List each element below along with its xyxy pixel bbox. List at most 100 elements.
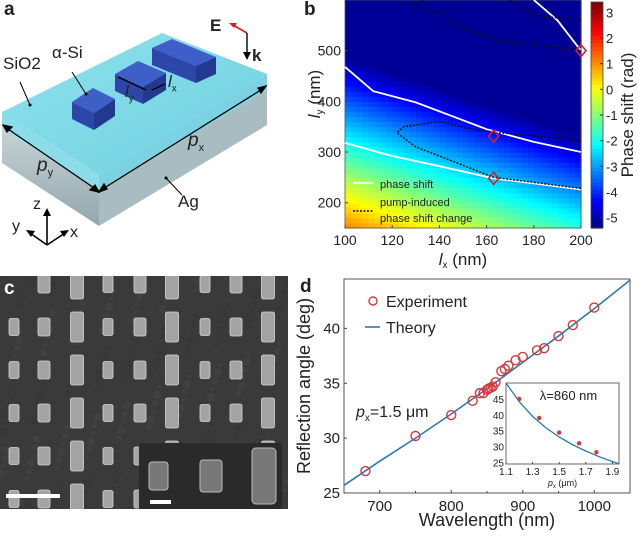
colorbar-segment	[591, 145, 603, 150]
heatmap-cell	[575, 146, 582, 153]
heatmap-cell	[415, 172, 423, 178]
heatmap-cell	[433, 157, 440, 163]
heatmap-cell	[504, 212, 511, 219]
heatmap-cell	[569, 101, 576, 107]
heatmap-cell	[362, 70, 370, 77]
heatmap-cell	[498, 192, 505, 199]
experiment-point	[539, 342, 550, 354]
heatmap-cell	[468, 131, 476, 138]
heatmap-cell	[350, 86, 358, 92]
experiment-point	[499, 363, 511, 375]
heatmap-cell	[480, 70, 488, 77]
heatmap-cell	[474, 70, 482, 77]
heatmap-cell	[439, 81, 446, 87]
heatmap-cell	[539, 91, 547, 97]
heatmap-cell	[539, 0, 547, 6]
heatmap-cell	[504, 20, 511, 26]
heatmap-cell	[545, 65, 553, 72]
heatmap-cell	[380, 101, 387, 107]
heatmap-cell	[563, 157, 570, 163]
heatmap-cell	[421, 60, 429, 67]
colorbar-segment	[591, 96, 603, 101]
heatmap-cell	[362, 177, 370, 183]
sem-grain	[25, 477, 29, 481]
heatmap-cell	[492, 106, 499, 113]
heatmap-cell	[451, 162, 458, 168]
heatmap-cell	[451, 5, 458, 11]
heatmap-cell	[563, 197, 570, 204]
heatmap-cell	[516, 91, 523, 97]
heatmap-cell	[504, 86, 511, 92]
heatmap-cell	[451, 30, 458, 37]
heatmap-cell	[409, 25, 417, 31]
heatmap-cell	[557, 141, 564, 148]
heatmap-cell	[575, 217, 582, 224]
sem-grain	[121, 420, 125, 424]
ly-dimension-arrow	[117, 76, 147, 91]
colorbar-segment	[591, 179, 603, 184]
plot-frame	[344, 0, 582, 229]
heatmap-cell	[575, 212, 582, 219]
heatmap-cell	[362, 207, 370, 214]
heatmap-cell	[510, 70, 517, 77]
heatmap-cell	[374, 30, 381, 37]
heatmap-cell	[350, 106, 358, 113]
heatmap-cell	[415, 25, 423, 31]
heatmap-cell	[557, 116, 564, 123]
heatmap-cell	[551, 126, 558, 133]
heatmap-cell	[392, 55, 399, 62]
sem-grain	[24, 502, 32, 509]
heatmap-cell	[504, 40, 511, 47]
heatmap-cell	[492, 5, 499, 11]
heatmap-cell	[569, 162, 576, 168]
heatmap-cell	[350, 25, 358, 31]
heatmap-cell	[527, 152, 535, 158]
heatmap-cell	[504, 162, 511, 168]
heatmap-cell	[569, 96, 576, 102]
heatmap-cell	[356, 25, 364, 31]
heatmap-cell	[433, 70, 440, 77]
heatmap-cell	[368, 111, 376, 118]
heatmap-cell	[468, 101, 476, 107]
heatmap-cell	[468, 217, 476, 224]
heatmap-cell	[404, 45, 411, 52]
nanopillar	[102, 490, 114, 508]
heatmap-cell	[545, 25, 553, 31]
heatmap-cell	[510, 141, 517, 148]
heatmap-cell	[451, 65, 458, 72]
heatmap-cell	[468, 15, 476, 21]
colorbar-tick-label: 1	[606, 57, 613, 72]
heatmap-cell	[374, 101, 381, 107]
heatmap-cell	[510, 91, 517, 97]
heatmap-cell	[510, 76, 517, 82]
heatmap-cell	[421, 167, 429, 173]
heatmap-cell	[504, 202, 511, 209]
heatmap-cell	[398, 15, 405, 21]
heatmap-cell	[504, 30, 511, 37]
heatmap-cell	[468, 152, 476, 158]
phase-shift-contour	[344, 66, 582, 153]
colorbar-label: Phase shift (rad)	[618, 53, 637, 178]
heatmap-cell	[421, 20, 429, 26]
heatmap-cell	[362, 15, 370, 21]
heatmap-cell	[445, 25, 452, 31]
nanopillar	[8, 404, 20, 422]
heatmap-cell	[427, 207, 435, 214]
colorbar-tick-label: 2	[606, 31, 613, 46]
heatmap-cell	[409, 5, 417, 11]
heatmap-cell	[368, 20, 376, 26]
heatmap-cell	[516, 101, 523, 107]
heatmap-cell	[457, 207, 464, 214]
axis-x-label: x	[70, 224, 78, 241]
heatmap-cell	[563, 182, 570, 189]
heatmap-cell	[374, 40, 381, 47]
colorbar-segment	[591, 54, 603, 60]
heatmap-cell	[356, 45, 364, 52]
heatmap-cell	[374, 197, 381, 204]
heatmap-cell	[527, 212, 535, 219]
sem-grain	[160, 342, 164, 346]
heatmap-cell	[415, 162, 423, 168]
nanopillar	[37, 360, 51, 380]
heatmap-cell	[345, 177, 352, 183]
colorbar-segment	[591, 141, 603, 146]
